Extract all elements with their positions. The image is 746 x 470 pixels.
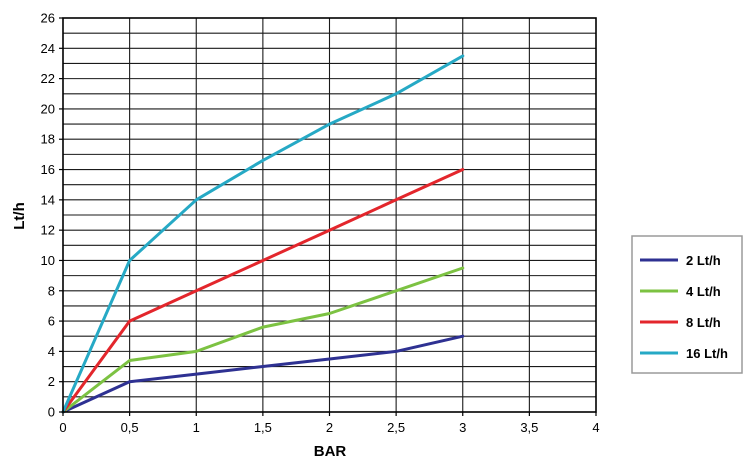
grid-layer <box>63 18 596 412</box>
y-tick-label: 16 <box>41 162 55 177</box>
x-tick-label: 2,5 <box>387 420 405 435</box>
y-tick-label: 6 <box>48 314 55 329</box>
legend-label: 8 Lt/h <box>686 315 721 330</box>
x-tick-label: 0 <box>59 420 66 435</box>
y-tick-label: 4 <box>48 344 55 359</box>
y-tick-label: 22 <box>41 71 55 86</box>
legend: 2 Lt/h 4 Lt/h 8 Lt/h 16 Lt/h <box>631 235 743 374</box>
legend-label: 4 Lt/h <box>686 284 721 299</box>
series-line <box>61 334 465 414</box>
y-tick-label: 10 <box>41 253 55 268</box>
y-tick-label: 26 <box>41 11 55 26</box>
y-tick-label: 12 <box>41 223 55 238</box>
x-tick-label: 0,5 <box>121 420 139 435</box>
series-layer <box>61 54 465 414</box>
y-axis-title: Lt/h <box>11 202 28 230</box>
y-tick-label: 0 <box>48 405 55 420</box>
legend-label: 2 Lt/h <box>686 253 721 268</box>
y-tick-label: 2 <box>48 374 55 389</box>
axis-layer <box>59 17 597 416</box>
x-tick-label: 4 <box>592 420 599 435</box>
series-line <box>61 168 465 414</box>
y-tick-label: 18 <box>41 132 55 147</box>
series-line <box>61 266 465 414</box>
x-tick-label: 3,5 <box>520 420 538 435</box>
y-tick-label: 14 <box>41 192 55 207</box>
x-tick-label: 2 <box>326 420 333 435</box>
x-tick-label: 3 <box>459 420 466 435</box>
y-tick-label: 8 <box>48 283 55 298</box>
y-tick-label: 24 <box>41 41 55 56</box>
y-tick-label: 20 <box>41 101 55 116</box>
series-line <box>61 54 465 414</box>
x-tick-label: 1 <box>193 420 200 435</box>
x-axis-title: BAR <box>314 443 347 460</box>
x-tick-label: 1,5 <box>254 420 272 435</box>
legend-label: 16 Lt/h <box>686 346 728 361</box>
